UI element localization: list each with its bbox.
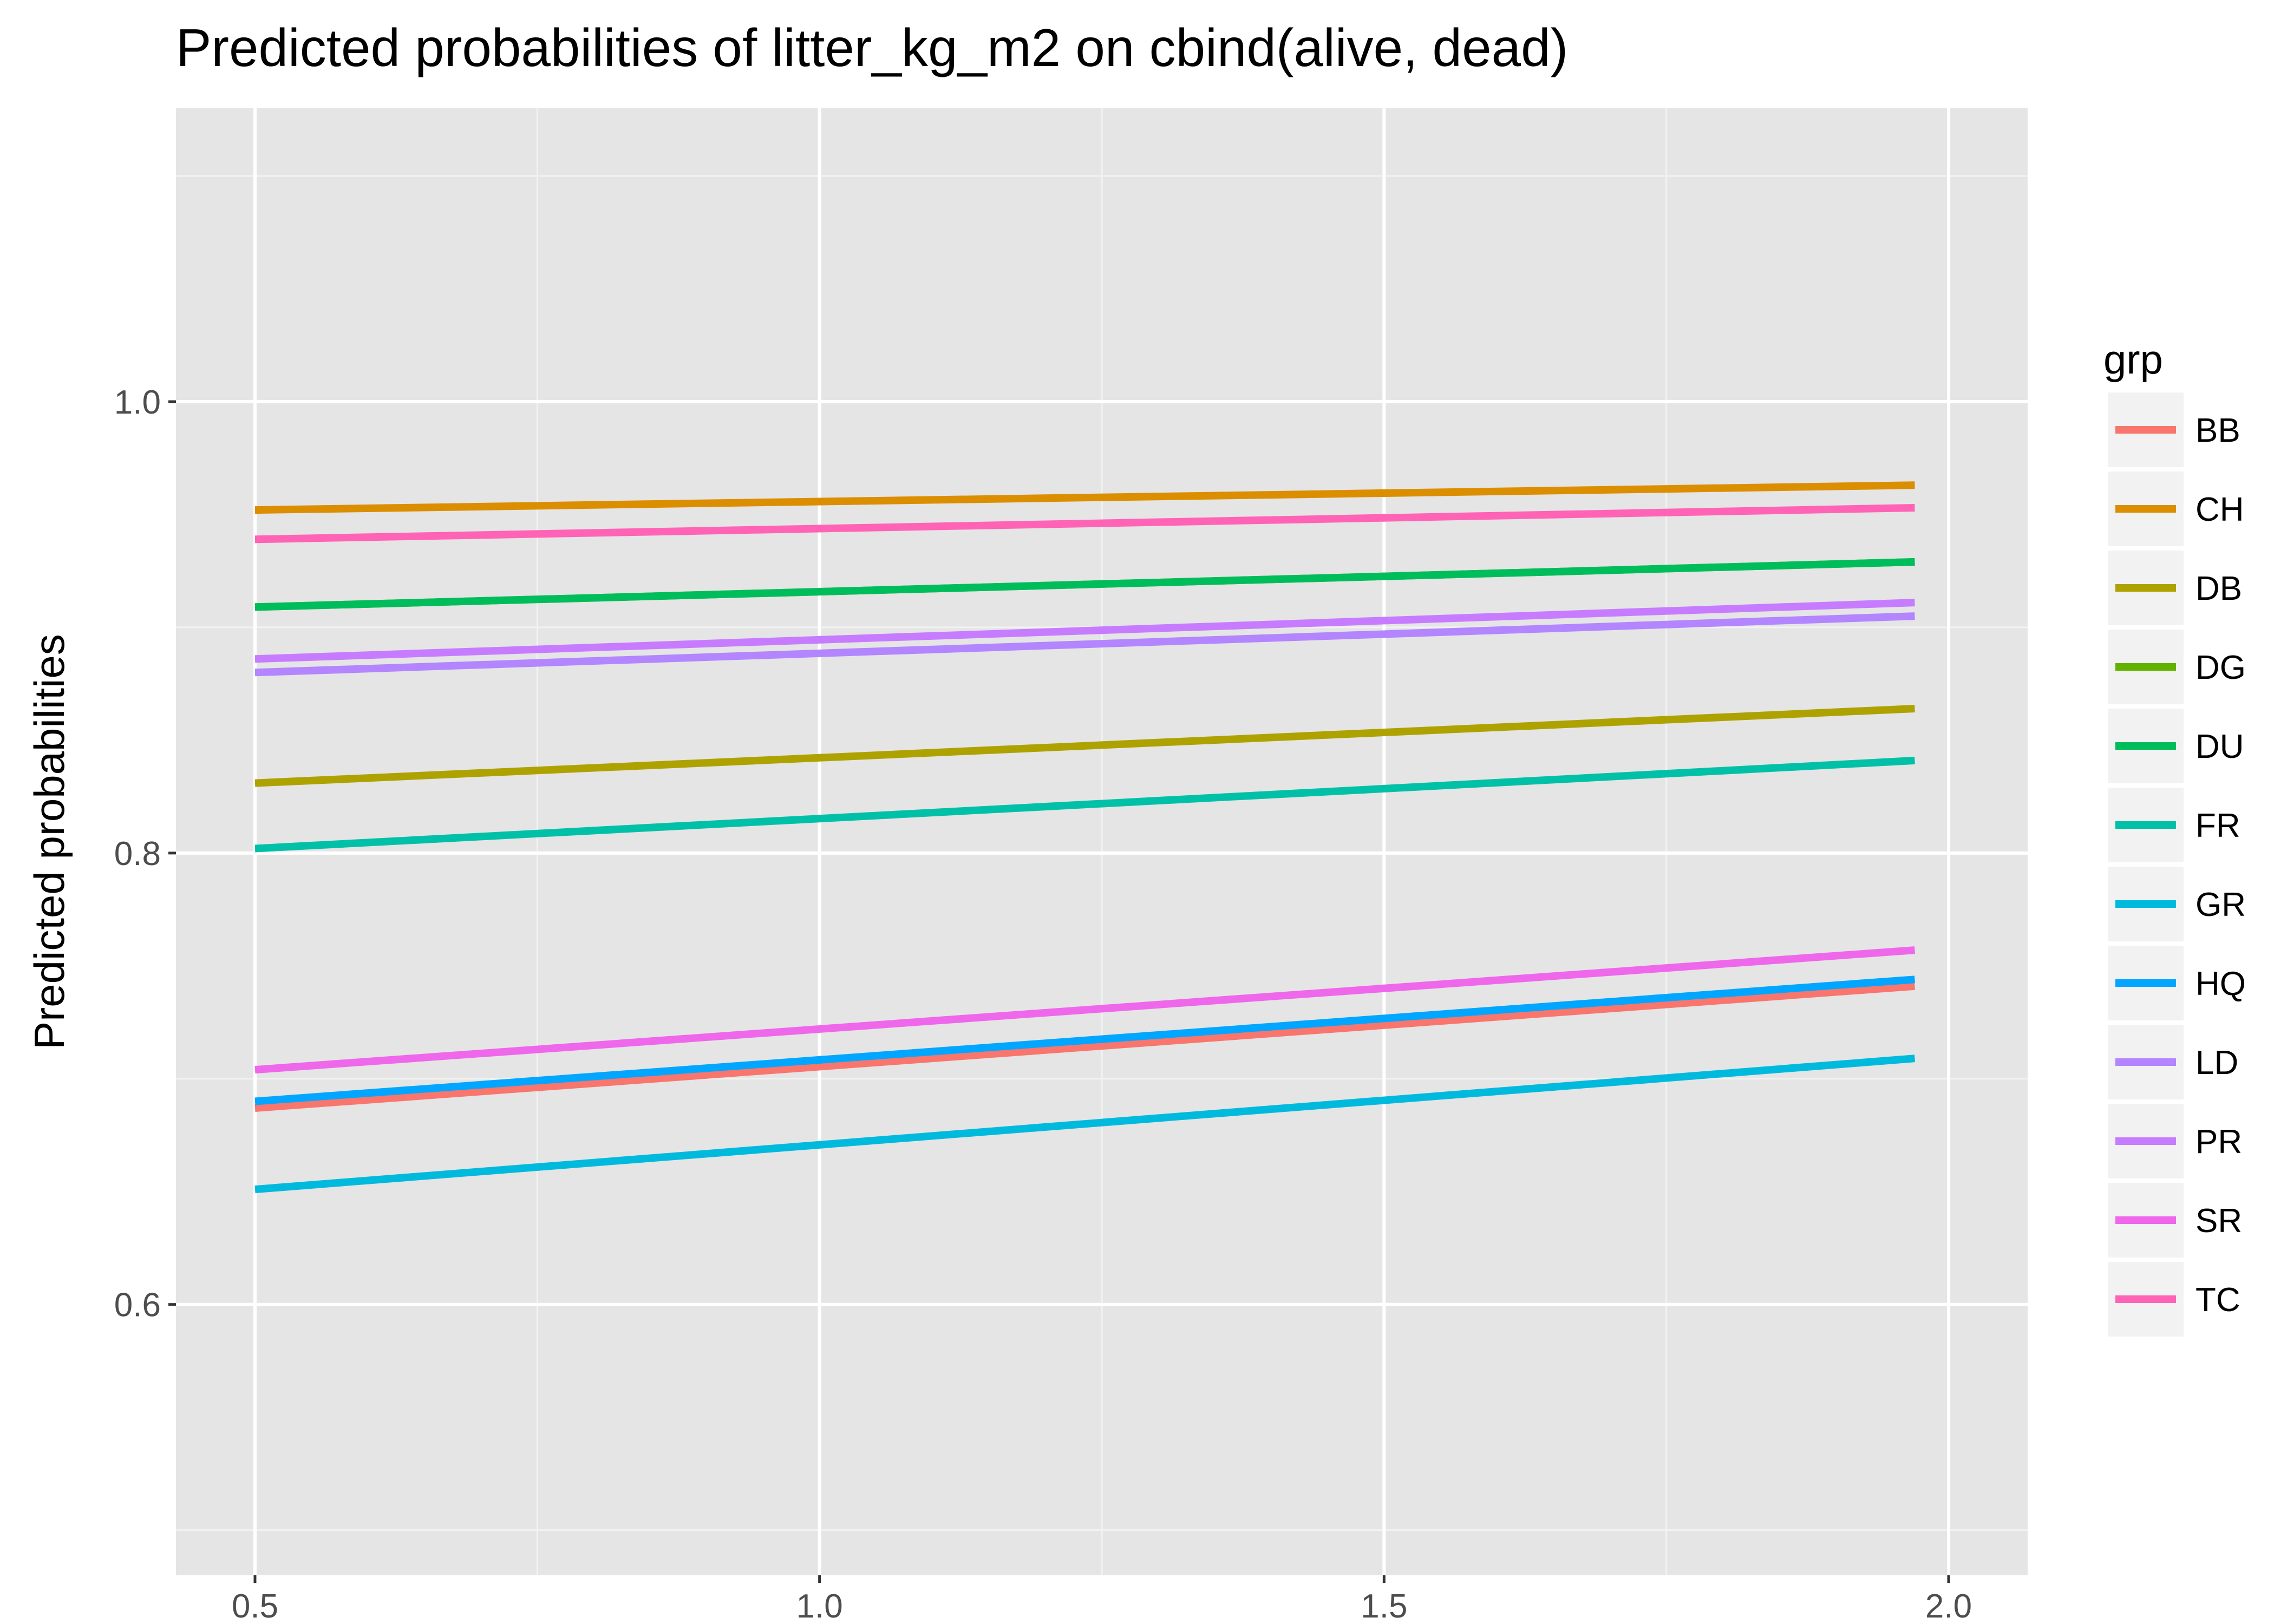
x-tick-label: 0.5	[232, 1588, 278, 1624]
series-line-db	[254, 705, 1915, 787]
y-axis-title: Predicted probabilities	[25, 634, 73, 1049]
legend: grp BB CH DB DG DU FR GR HQ LD PR SR TC	[2103, 337, 2246, 1337]
legend-item-ch: CH	[2108, 472, 2244, 546]
legend-label: SR	[2195, 1202, 2242, 1240]
legend-item-dg: DG	[2108, 630, 2246, 704]
y-tick-label: 0.8	[114, 835, 161, 873]
legend-label: GR	[2195, 886, 2246, 924]
y-tick-label: 0.6	[114, 1287, 161, 1324]
series-line-pr	[254, 599, 1915, 663]
series-line-bb	[254, 982, 1916, 1112]
legend-label: DG	[2195, 649, 2246, 686]
series-line-fr	[254, 756, 1915, 853]
legend-label: BB	[2195, 412, 2240, 449]
series-lines	[254, 481, 1916, 1194]
legend-item-tc: TC	[2108, 1262, 2240, 1337]
legend-label: FR	[2195, 807, 2240, 844]
series-line-sr	[254, 946, 1916, 1074]
legend-label: PR	[2195, 1123, 2242, 1161]
legend-label: TC	[2195, 1281, 2240, 1319]
legend-item-db: DB	[2108, 551, 2242, 625]
legend-item-ld: LD	[2108, 1025, 2238, 1099]
legend-item-pr: PR	[2108, 1104, 2242, 1178]
x-tick-label: 1.5	[1361, 1588, 1407, 1624]
series-line-du	[254, 558, 1915, 611]
legend-item-fr: FR	[2108, 788, 2240, 862]
legend-label: DB	[2195, 570, 2242, 607]
series-line-ld	[254, 612, 1915, 677]
legend-title: grp	[2103, 337, 2163, 383]
chart-title: Predicted probabilities of litter_kg_m2 …	[176, 18, 1568, 77]
y-tick-label: 1.0	[114, 384, 161, 421]
legend-item-hq: HQ	[2108, 946, 2246, 1020]
legend-item-sr: SR	[2108, 1183, 2242, 1258]
legend-item-bb: BB	[2108, 392, 2240, 467]
legend-label: DU	[2195, 728, 2244, 765]
series-line-hq	[254, 975, 1916, 1105]
legend-label: CH	[2195, 491, 2244, 528]
legend-item-gr: GR	[2108, 867, 2246, 941]
x-tick-label: 2.0	[1925, 1588, 1972, 1624]
series-line-gr	[254, 1055, 1916, 1194]
series-line-ch	[254, 481, 1915, 514]
major-gridlines	[176, 108, 2028, 1575]
legend-label: HQ	[2195, 965, 2246, 1003]
x-tick-label: 1.0	[796, 1588, 843, 1624]
legend-item-du: DU	[2108, 709, 2244, 783]
y-axis: 0.6 0.8 1.0	[114, 384, 176, 1324]
x-axis: 0.5 1.0 1.5 2.0	[232, 1575, 1972, 1624]
series-line-tc	[254, 504, 1915, 543]
legend-label: LD	[2195, 1044, 2238, 1082]
